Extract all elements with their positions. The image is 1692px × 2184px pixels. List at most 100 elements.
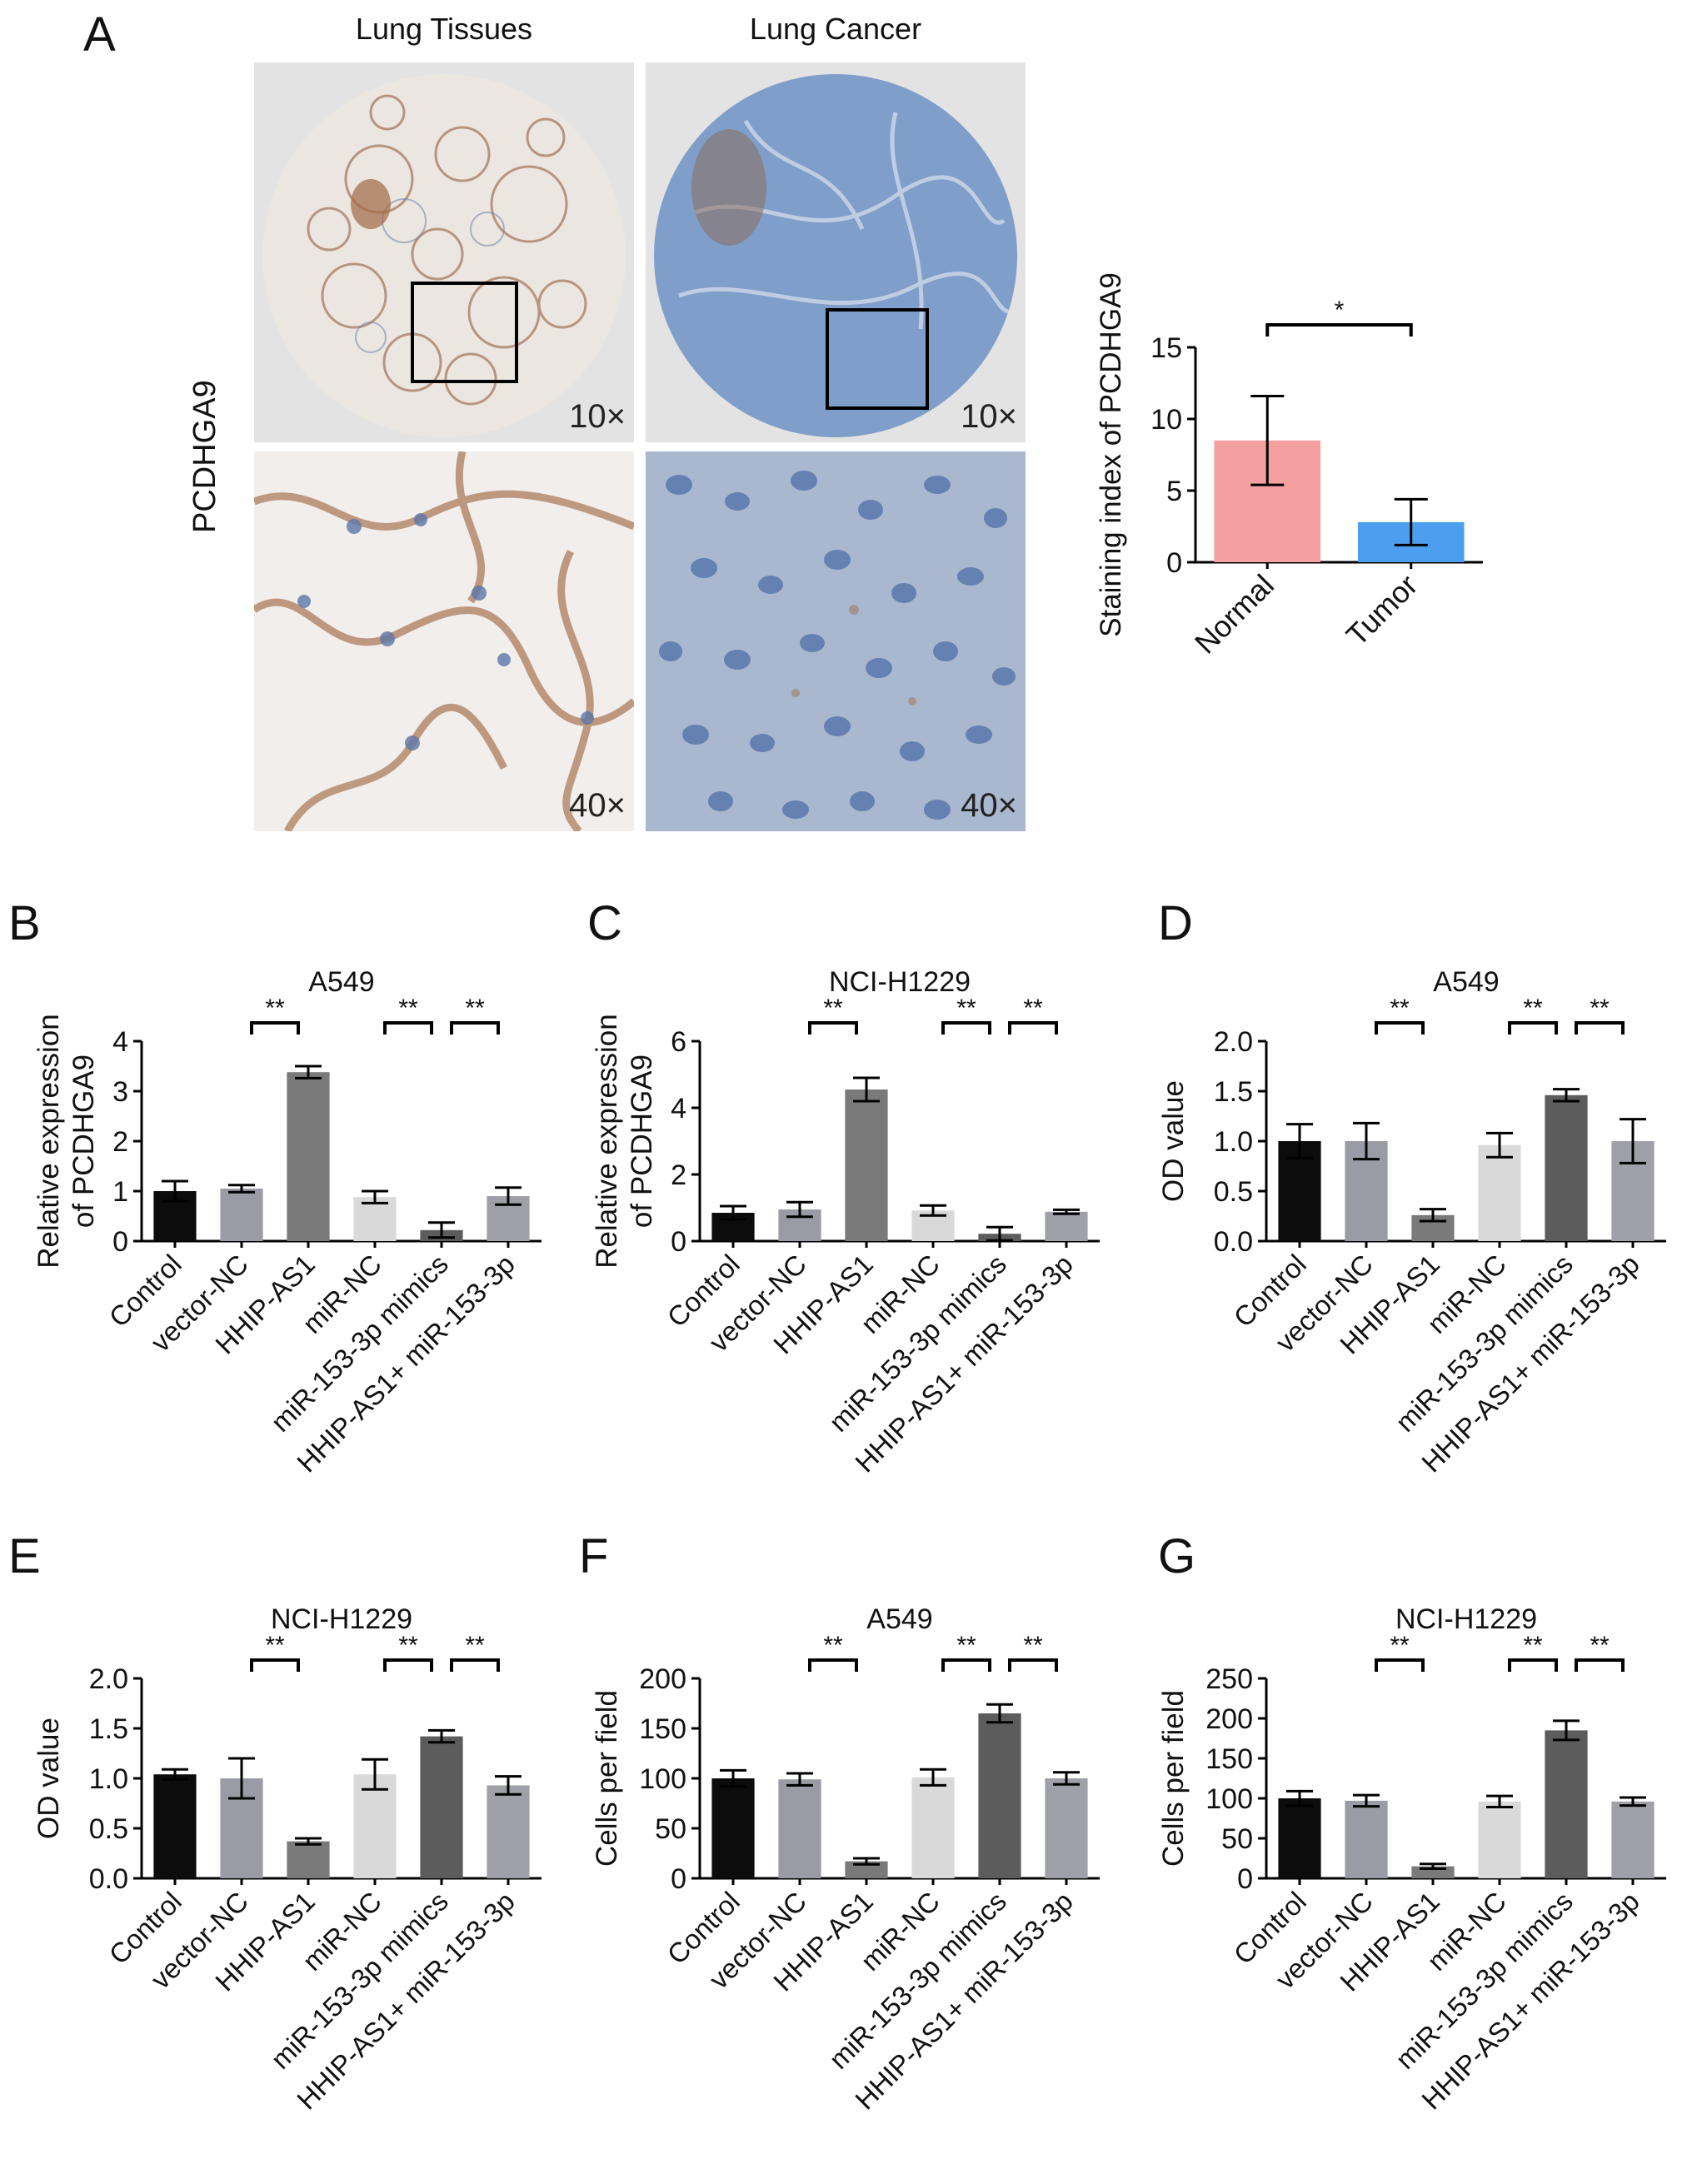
significance-marker: **: [956, 995, 976, 1022]
y-axis-label: Relative expression: [591, 1014, 623, 1268]
row-label-pcdhga9: PCDHGA9: [187, 380, 222, 533]
significance-marker: **: [1390, 995, 1410, 1022]
significance-bracket: [250, 1658, 300, 1672]
y-axis-label: Staining index of PCDHGA9: [1095, 272, 1127, 637]
panel-letter-b: B: [8, 896, 41, 950]
significance-marker: **: [1590, 1632, 1610, 1659]
micrograph-cancer-40x: 40×: [646, 451, 1026, 831]
bar: [1478, 1144, 1521, 1241]
significance-bracket: [808, 1658, 858, 1672]
significance-bracket: [1375, 1658, 1425, 1672]
y-tick-label: 4: [112, 1026, 128, 1058]
column-title-lung-cancer: Lung Cancer: [749, 12, 922, 46]
bar: [487, 1785, 530, 1878]
significance-marker: **: [1023, 1632, 1043, 1659]
significance-bracket: [1375, 1021, 1425, 1035]
significance-bracket: [450, 1658, 500, 1672]
panel-letter-f: F: [579, 1529, 609, 1583]
significance-bracket: [383, 1021, 433, 1035]
significance-marker: **: [823, 1632, 843, 1659]
significance-bracket: [1508, 1021, 1558, 1035]
y-axis-label: Cells per field: [1157, 1690, 1190, 1867]
chart-c-h1229-expression: NCI-H1229 Relative expression of PCDHGA9 0 2…: [591, 966, 1100, 1478]
y-axis-label: Relative expression: [32, 1014, 65, 1268]
y-axis-label: of PCDHGA9: [67, 1055, 100, 1228]
bar: [1278, 1798, 1321, 1878]
y-tick-label: 1.5: [1214, 1076, 1253, 1108]
y-axis-label: OD value: [1157, 1080, 1190, 1202]
y-tick-label: 0.0: [89, 1863, 128, 1895]
y-tick-label: 15: [1150, 332, 1182, 364]
significance-bracket: [1008, 1658, 1058, 1672]
bar: [1478, 1801, 1521, 1878]
significance-bracket: [941, 1021, 991, 1035]
y-tick-label: 1.0: [1214, 1126, 1253, 1158]
bar: [287, 1841, 330, 1878]
significance-marker: **: [398, 1632, 418, 1659]
x-tick-label: Normal: [1188, 568, 1280, 661]
bar: [845, 1090, 888, 1241]
significance-marker: **: [1523, 995, 1543, 1022]
significance-marker: **: [956, 1632, 976, 1659]
y-tick-label: 0: [1237, 1863, 1253, 1895]
bar: [220, 1189, 263, 1241]
bar: [420, 1736, 463, 1878]
column-title-lung-tissues: Lung Tissues: [355, 12, 533, 46]
chart-title: A549: [866, 1603, 932, 1635]
tumor-tissue-detail-image: [659, 471, 1016, 820]
panel-letter-c: C: [587, 896, 622, 950]
bar: [353, 1197, 397, 1241]
bar: [353, 1774, 397, 1878]
y-tick-label: 250: [1205, 1663, 1253, 1695]
significance-bracket: [1575, 1658, 1625, 1672]
significance-marker: **: [398, 995, 418, 1022]
panel-letter-d: D: [1158, 896, 1193, 950]
y-axis-label: Cells per field: [591, 1690, 623, 1867]
bar: [1345, 1800, 1388, 1878]
significance-bracket: [1008, 1021, 1058, 1035]
y-axis-label: OD value: [32, 1718, 65, 1839]
y-tick-label: 0: [671, 1226, 686, 1258]
magnification-label: 10×: [569, 398, 626, 435]
bar: [978, 1713, 1021, 1878]
y-tick-label: 2: [112, 1126, 128, 1158]
y-tick-label: 200: [639, 1663, 686, 1695]
bar: [1611, 1801, 1655, 1878]
magnification-label: 40×: [569, 787, 626, 824]
inset-box: [826, 308, 929, 410]
significance-marker: **: [265, 1632, 285, 1659]
y-tick-label: 1.0: [89, 1763, 128, 1795]
y-tick-label: 0: [671, 1863, 686, 1895]
y-tick-label: 100: [639, 1763, 686, 1795]
y-tick-label: 150: [1205, 1743, 1253, 1775]
y-tick-label: 0: [1166, 547, 1182, 579]
significance-marker: **: [1590, 995, 1610, 1022]
significance-marker: **: [1023, 995, 1043, 1022]
significance-marker: *: [1335, 297, 1345, 324]
y-tick-label: 2.0: [1214, 1026, 1253, 1058]
bar: [287, 1072, 330, 1241]
y-tick-label: 2.0: [89, 1663, 128, 1695]
magnification-label: 10×: [961, 398, 1017, 435]
y-tick-label: 100: [1205, 1783, 1253, 1815]
y-tick-label: 1.5: [89, 1713, 128, 1745]
y-axis-label: of PCDHGA9: [626, 1055, 658, 1228]
significance-bracket: [383, 1658, 433, 1672]
bar: [845, 1861, 888, 1878]
normal-tissue-core-image: [262, 74, 626, 437]
y-tick-label: 50: [1221, 1823, 1253, 1855]
y-tick-label: 200: [1205, 1703, 1253, 1735]
bar: [1045, 1778, 1088, 1878]
chart-title: A549: [308, 966, 374, 998]
chart-title: NCI-H1229: [829, 966, 971, 998]
panel-letter-e: E: [8, 1529, 41, 1583]
chart-title: A549: [1433, 966, 1499, 998]
y-tick-label: 6: [671, 1026, 686, 1058]
y-tick-label: 3: [112, 1076, 128, 1108]
significance-marker: **: [465, 995, 485, 1022]
magnification-label: 40×: [961, 787, 1017, 824]
significance-marker: **: [823, 995, 843, 1022]
significance-bracket: [250, 1021, 300, 1035]
